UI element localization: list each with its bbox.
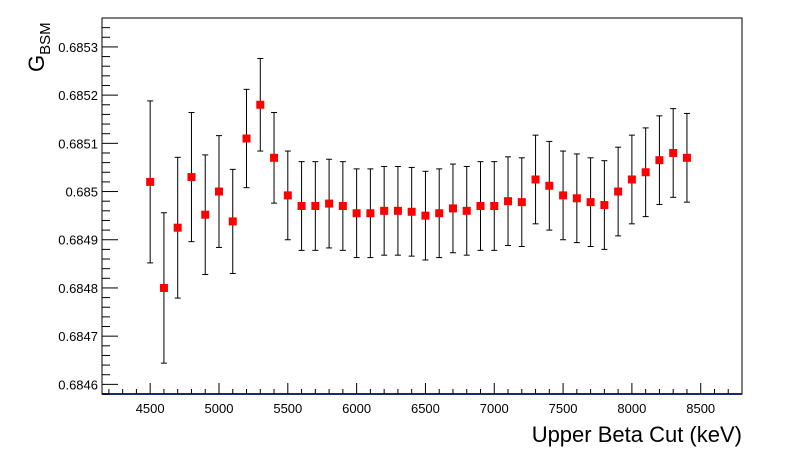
y-tick-label: 0.6848 xyxy=(58,281,98,296)
x-tick-label: 6000 xyxy=(342,401,371,416)
data-point xyxy=(682,153,691,162)
data-point xyxy=(531,175,540,184)
data-point xyxy=(627,175,636,184)
y-axis-title: GBSM xyxy=(24,22,54,72)
data-point xyxy=(393,206,402,215)
data-point xyxy=(435,209,444,218)
x-axis-title: Upper Beta Cut (keV) xyxy=(532,422,742,447)
data-point xyxy=(146,177,155,186)
data-point xyxy=(407,207,416,216)
data-point xyxy=(283,191,292,200)
data-point xyxy=(586,198,595,207)
x-tick-label: 8500 xyxy=(686,401,715,416)
x-tick-label: 5000 xyxy=(205,401,234,416)
data-point xyxy=(270,153,279,162)
data-point xyxy=(559,191,568,200)
y-tick-label: 0.6846 xyxy=(58,377,98,392)
x-tick-label: 5500 xyxy=(273,401,302,416)
svg-text:GBSM: GBSM xyxy=(24,22,54,72)
data-point xyxy=(448,204,457,213)
x-tick-label: 7500 xyxy=(549,401,578,416)
data-point xyxy=(572,194,581,203)
data-point xyxy=(201,210,210,219)
y-axis-title-sub: BSM xyxy=(37,22,54,55)
x-tick-label: 7000 xyxy=(480,401,509,416)
data-markers xyxy=(146,57,691,364)
x-tick-label: 8000 xyxy=(617,401,646,416)
y-tick-label: 0.6853 xyxy=(58,40,98,55)
data-point xyxy=(311,202,320,210)
data-point xyxy=(159,283,168,292)
y-axis-title-main: G xyxy=(24,55,49,72)
data-point xyxy=(504,197,513,206)
data-point xyxy=(545,181,554,190)
data-point xyxy=(517,198,526,207)
data-point xyxy=(421,211,430,220)
y-tick-label: 0.6849 xyxy=(58,233,98,248)
data-point xyxy=(380,206,389,215)
x-tick-label: 6500 xyxy=(411,401,440,416)
data-point xyxy=(325,199,334,208)
data-point xyxy=(352,209,361,218)
data-point xyxy=(338,202,347,210)
data-point xyxy=(614,187,623,196)
data-point xyxy=(297,202,306,210)
data-point xyxy=(173,223,182,232)
data-point xyxy=(476,202,485,210)
data-point xyxy=(214,187,223,196)
data-point xyxy=(228,217,237,226)
data-point xyxy=(187,173,196,182)
data-point xyxy=(669,148,678,157)
data-point xyxy=(366,209,375,218)
data-point xyxy=(256,100,265,109)
data-point xyxy=(490,202,499,210)
y-tick-label: 0.685 xyxy=(65,185,98,200)
y-axis-ticks: 0.6846 0.6847 0.6848 0.6849 0.685 0.6851 0.685… xyxy=(58,17,118,395)
x-tick-label: 4500 xyxy=(136,401,165,416)
data-point xyxy=(600,201,609,210)
data-point xyxy=(641,168,650,177)
data-point xyxy=(655,156,664,165)
data-point xyxy=(462,206,471,215)
x-axis-ticks: 4500 5000 5500 6000 6500 7000 7500 8000 8500 xyxy=(108,383,729,416)
y-tick-label: 0.6847 xyxy=(58,329,98,344)
y-tick-label: 0.6851 xyxy=(58,136,98,151)
plot-frame xyxy=(101,17,743,395)
data-point xyxy=(242,134,251,143)
y-tick-label: 0.6852 xyxy=(58,88,98,103)
